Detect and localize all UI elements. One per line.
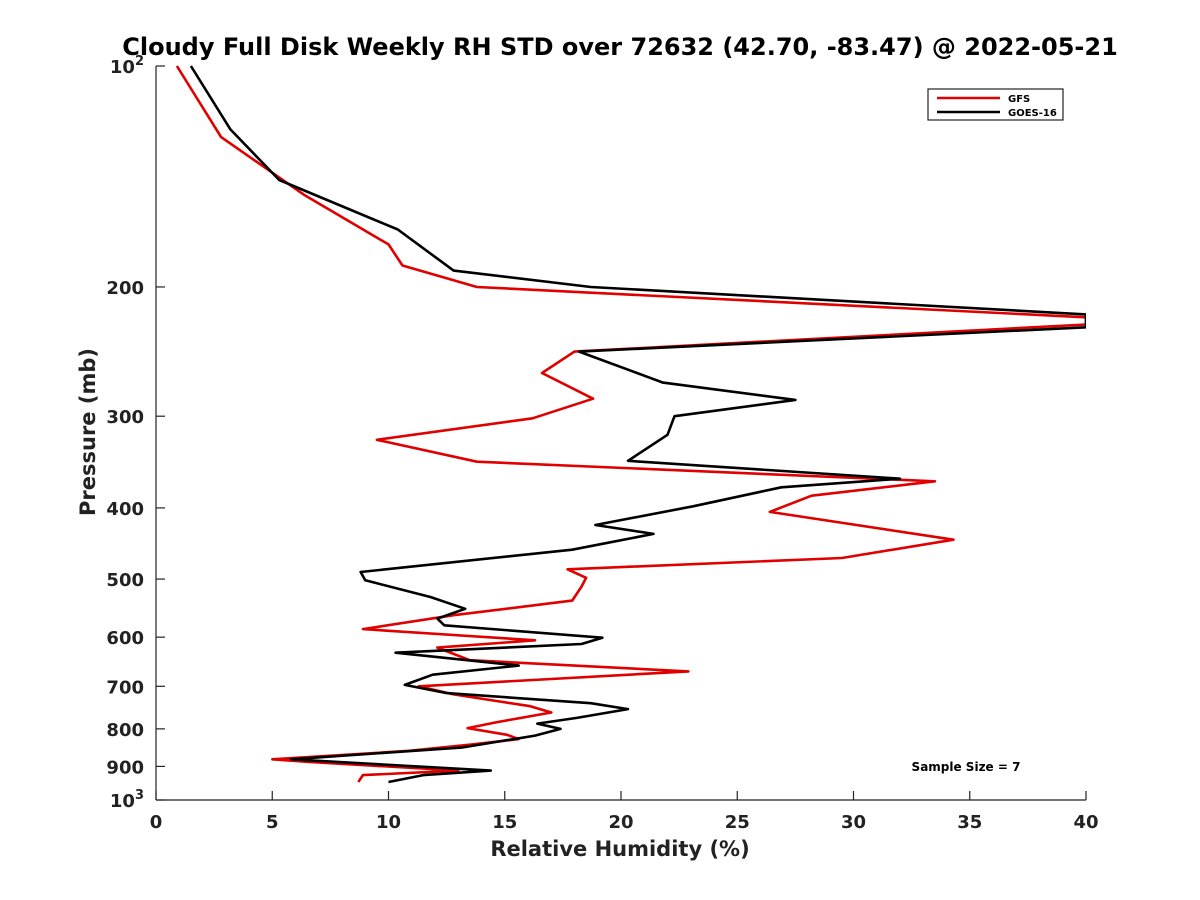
y-tick-label: 500: [106, 570, 144, 591]
x-tick-label: 35: [957, 812, 982, 833]
legend-label: GFS: [1008, 94, 1030, 105]
chart-title: Cloudy Full Disk Weekly RH STD over 7263…: [122, 33, 1118, 61]
y-tick-label: 102: [110, 54, 144, 78]
legend: GFS GOES-16: [927, 88, 1064, 121]
sample-size-annotation: Sample Size = 7: [912, 760, 1021, 774]
series-line-goes-16: [189, 65, 1086, 784]
y-tick-label: 400: [106, 499, 144, 520]
x-tick-label: 10: [376, 812, 401, 833]
y-tick-label: 103: [110, 788, 144, 812]
y-axis-label: Pressure (mb): [76, 348, 100, 516]
y-tick-label: 700: [106, 677, 144, 698]
x-axis-label: Relative Humidity (%): [490, 837, 749, 861]
plot-area: 0 5 10 15 20 25 30 35 40 102 200 300 400 500 600 700 800…: [106, 54, 1098, 833]
legend-label: GOES-16: [1008, 108, 1057, 119]
y-tick-label: 600: [106, 628, 144, 649]
series-line-gfs: [175, 65, 1086, 783]
x-tick-label: 15: [492, 812, 517, 833]
x-tick-label: 40: [1073, 812, 1098, 833]
x-tick-label: 0: [150, 812, 163, 833]
x-tick-label: 25: [725, 812, 750, 833]
x-tick-label: 20: [608, 812, 633, 833]
x-tick-label: 30: [841, 812, 866, 833]
y-tick-label: 200: [106, 278, 144, 299]
legend-box: [927, 88, 1064, 121]
y-tick-label: 300: [106, 407, 144, 428]
y-tick-label: 900: [106, 757, 144, 778]
x-tick-label: 5: [266, 812, 279, 833]
y-tick-label: 800: [106, 720, 144, 741]
